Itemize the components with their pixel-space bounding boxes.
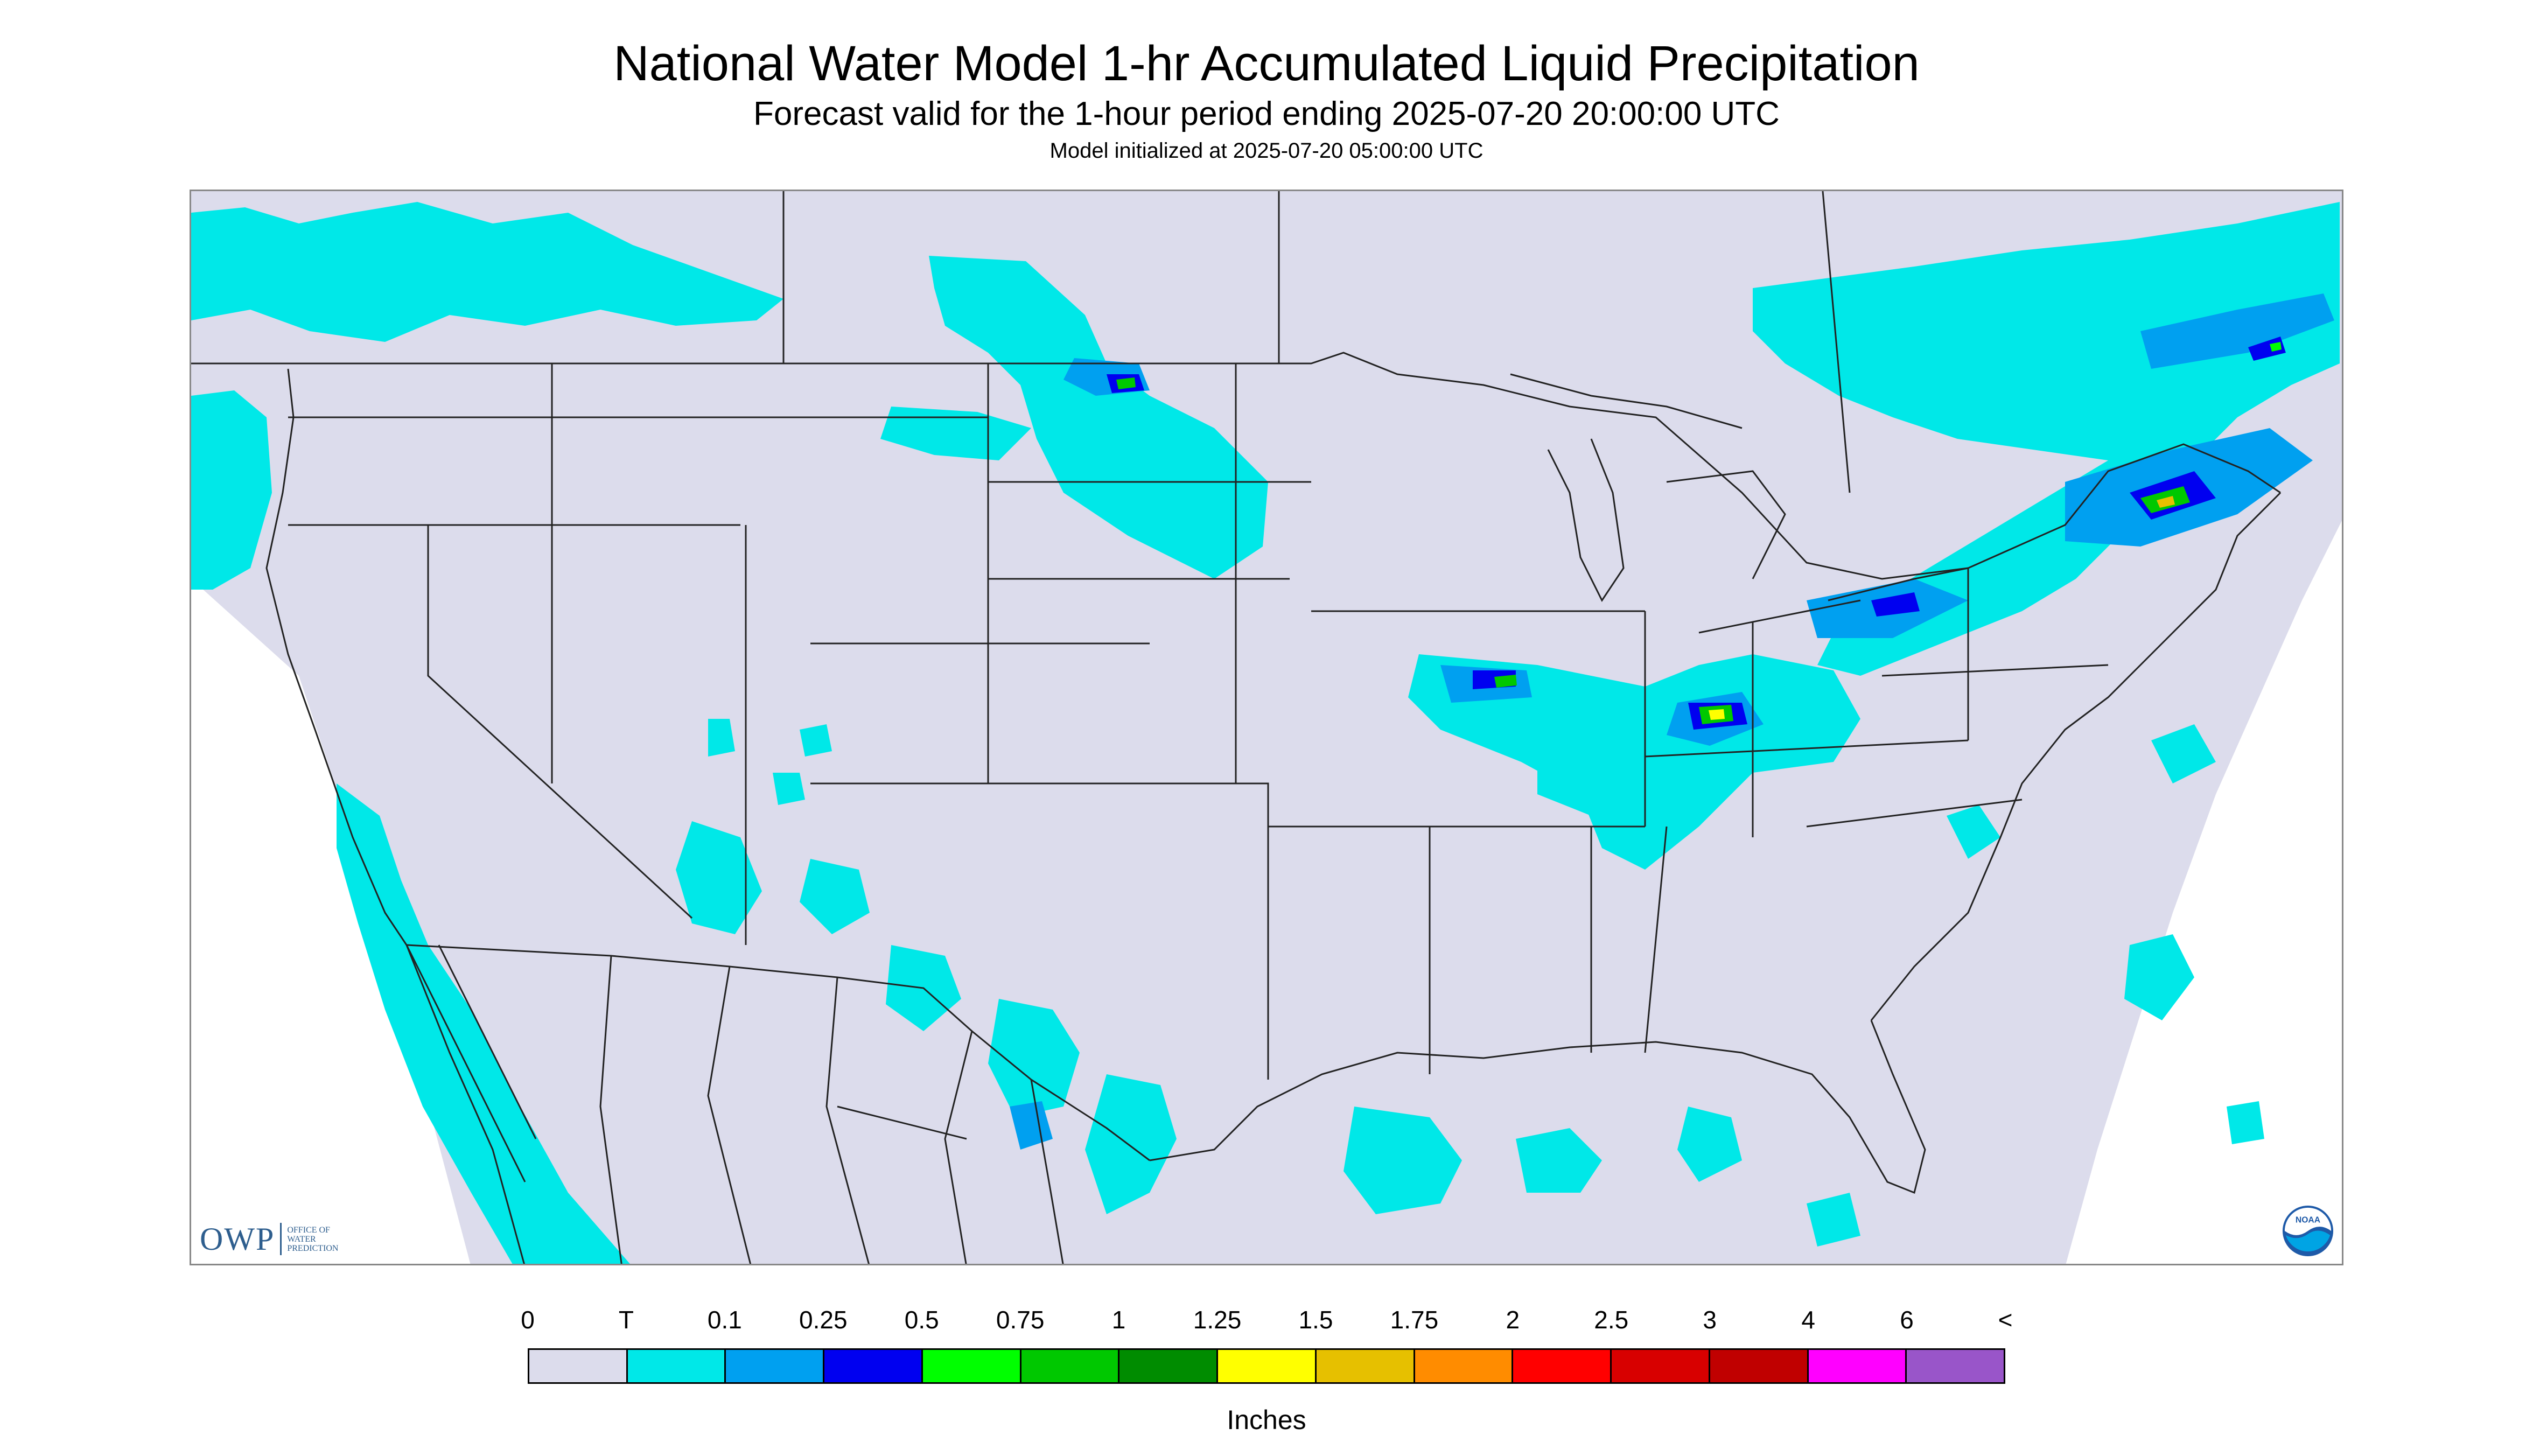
gulf-coast — [1149, 1020, 1926, 1194]
model-domain — [191, 191, 2342, 1264]
legend-tick-label: 0 — [521, 1306, 535, 1334]
legend-swatch — [627, 1350, 726, 1382]
legend-swatch — [1119, 1350, 1219, 1382]
map-panel: OWP OFFICE OF WATER PREDICTION NOAA — [190, 190, 2343, 1265]
owp-logo-line: PREDICTION — [287, 1243, 339, 1253]
owp-logo-mark: OWP — [200, 1221, 275, 1257]
state-lines-central — [988, 362, 1668, 1080]
political-boundaries — [191, 191, 2282, 1264]
legend-tick-label: 0.25 — [799, 1306, 848, 1334]
legend: 0 T 0.1 0.25 0.5 0.75 1 1.25 1.5 1.75 2 2.5 3 4 6 < — [521, 1292, 2012, 1389]
noaa-logo-text: NOAA — [2296, 1215, 2320, 1224]
legend-tick-label: 3 — [1703, 1306, 1717, 1334]
model-init-caption: Model initialized at 2025-07-20 05:00:00… — [1049, 139, 1484, 163]
legend-swatch — [824, 1350, 923, 1382]
legend-tick-label: 2.5 — [1594, 1306, 1629, 1334]
owp-logo-text: OFFICE OF WATER PREDICTION — [287, 1226, 338, 1253]
legend-swatch — [1513, 1350, 1612, 1382]
legend-swatch — [922, 1350, 1021, 1382]
west-coast — [265, 368, 408, 946]
legend-swatch — [1710, 1350, 1809, 1382]
state-lines-west — [288, 363, 1268, 945]
noaa-logo: NOAA — [2282, 1205, 2334, 1257]
legend-swatch — [1808, 1350, 1907, 1382]
precip-trace-areas — [191, 202, 2340, 1264]
owp-logo-line: WATER — [287, 1234, 316, 1244]
mexico-states — [405, 944, 1064, 1264]
canada-province-lines — [782, 191, 1851, 493]
great-lakes — [1510, 373, 1969, 634]
conus-map — [191, 191, 2342, 1264]
legend-tick-label: 1.5 — [1298, 1306, 1333, 1334]
baja-california — [405, 944, 537, 1182]
legend-swatch — [726, 1350, 825, 1382]
map-title: National Water Model 1-hr Accumulated Li… — [613, 36, 1920, 91]
legend-swatch — [529, 1350, 628, 1382]
legend-units: Inches — [1227, 1405, 1306, 1435]
legend-swatch — [1218, 1350, 1317, 1382]
legend-swatch — [1021, 1350, 1120, 1382]
owp-logo: OWP OFFICE OF WATER PREDICTION — [200, 1217, 338, 1261]
precip-layer — [191, 202, 2340, 1264]
forecast-valid-subtitle: Forecast valid for the 1-hour period end… — [753, 95, 1780, 132]
legend-tick-label: 1.75 — [1390, 1306, 1439, 1334]
owp-logo-line: OFFICE OF — [287, 1225, 330, 1235]
state-lines-east — [1644, 568, 2109, 837]
owp-logo-divider — [280, 1223, 282, 1255]
legend-swatch — [1316, 1350, 1415, 1382]
legend-tick-label: 6 — [1900, 1306, 1914, 1334]
legend-tick-label: 0.75 — [996, 1306, 1045, 1334]
legend-tick-label: 1.25 — [1193, 1306, 1242, 1334]
legend-tick-label: 1 — [1111, 1306, 1126, 1334]
legend-tick-label: 0.1 — [707, 1306, 742, 1334]
legend-tick-label: < — [1998, 1306, 2013, 1334]
legend-swatch — [1612, 1350, 1710, 1382]
legend-colorbar — [528, 1348, 2005, 1384]
precip-heavy-areas — [1116, 342, 2282, 724]
legend-swatch — [1415, 1350, 1514, 1382]
legend-tick-label: 0.5 — [904, 1306, 939, 1334]
legend-tick-label: T — [618, 1306, 634, 1334]
legend-tick-label: 2 — [1506, 1306, 1520, 1334]
legend-swatch — [1907, 1350, 2004, 1382]
legend-tick-label: 4 — [1801, 1306, 1815, 1334]
east-coast — [1870, 492, 2282, 1021]
us-mexico-border — [406, 944, 1150, 1161]
